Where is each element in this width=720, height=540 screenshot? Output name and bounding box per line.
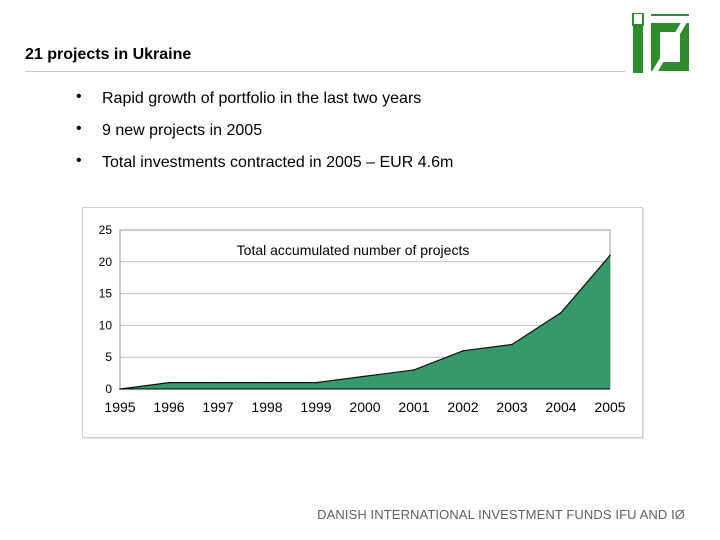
y-tick-label: 25 xyxy=(99,223,113,237)
bullet-text: Rapid growth of portfolio in the last tw… xyxy=(102,90,422,107)
x-tick-label: 2005 xyxy=(594,399,625,415)
x-tick-label: 1995 xyxy=(104,399,135,415)
x-tick-label: 2003 xyxy=(496,399,527,415)
data-point xyxy=(511,343,513,346)
data-point xyxy=(168,381,170,384)
bullet-icon: • xyxy=(76,88,82,105)
data-point xyxy=(217,381,219,384)
logo-i-bar xyxy=(633,13,643,73)
data-point xyxy=(609,254,611,257)
logo-i-dot xyxy=(632,13,644,26)
data-point xyxy=(364,375,366,378)
data-point xyxy=(266,381,268,384)
logo-slash xyxy=(651,17,689,73)
title-divider xyxy=(25,71,625,72)
bullet-text: Total investments contracted in 2005 – E… xyxy=(102,154,454,171)
page-title: 21 projects in Ukraine xyxy=(25,46,192,63)
bullet-list: • Rapid growth of portfolio in the last t… xyxy=(76,86,453,182)
x-tick-label: 2001 xyxy=(398,399,429,415)
series-area xyxy=(120,255,610,389)
list-item: • Rapid growth of portfolio in the last t… xyxy=(76,86,453,118)
x-tick-label: 1998 xyxy=(251,399,282,415)
data-point xyxy=(560,311,562,314)
x-tick-label: 2004 xyxy=(545,399,576,415)
data-point xyxy=(413,369,415,371)
data-point xyxy=(462,350,464,352)
y-tick-label: 10 xyxy=(99,318,113,332)
bullet-text: 9 new projects in 2005 xyxy=(102,122,263,139)
footer-text: DANISH INTERNATIONAL INVESTMENT FUNDS IF… xyxy=(317,507,685,522)
chart-frame: 0 5 10 15 20 25 1995 1996 1997 1998 1999 2000 2001 20… xyxy=(82,207,643,438)
ifu-logo-icon xyxy=(632,13,689,73)
y-tick-label: 20 xyxy=(99,255,113,269)
y-tick-label: 0 xyxy=(105,382,112,396)
data-point xyxy=(315,381,317,384)
x-tick-label: 1999 xyxy=(300,399,331,415)
chart-title: Total accumulated number of projects xyxy=(237,242,470,258)
list-item: • 9 new projects in 2005 xyxy=(76,118,453,150)
x-tick-label: 2000 xyxy=(349,399,380,415)
bullet-icon: • xyxy=(76,120,82,137)
y-tick-label: 5 xyxy=(105,350,112,364)
y-tick-label: 15 xyxy=(99,287,113,301)
bullet-icon: • xyxy=(76,152,82,169)
list-item: • Total investments contracted in 2005 – … xyxy=(76,150,453,182)
projects-area-chart: 0 5 10 15 20 25 1995 1996 1997 1998 1999 2000 2001 20… xyxy=(99,223,626,415)
x-tick-label: 2002 xyxy=(447,399,478,415)
x-tick-label: 1997 xyxy=(202,399,233,415)
x-tick-label: 1996 xyxy=(153,399,184,415)
